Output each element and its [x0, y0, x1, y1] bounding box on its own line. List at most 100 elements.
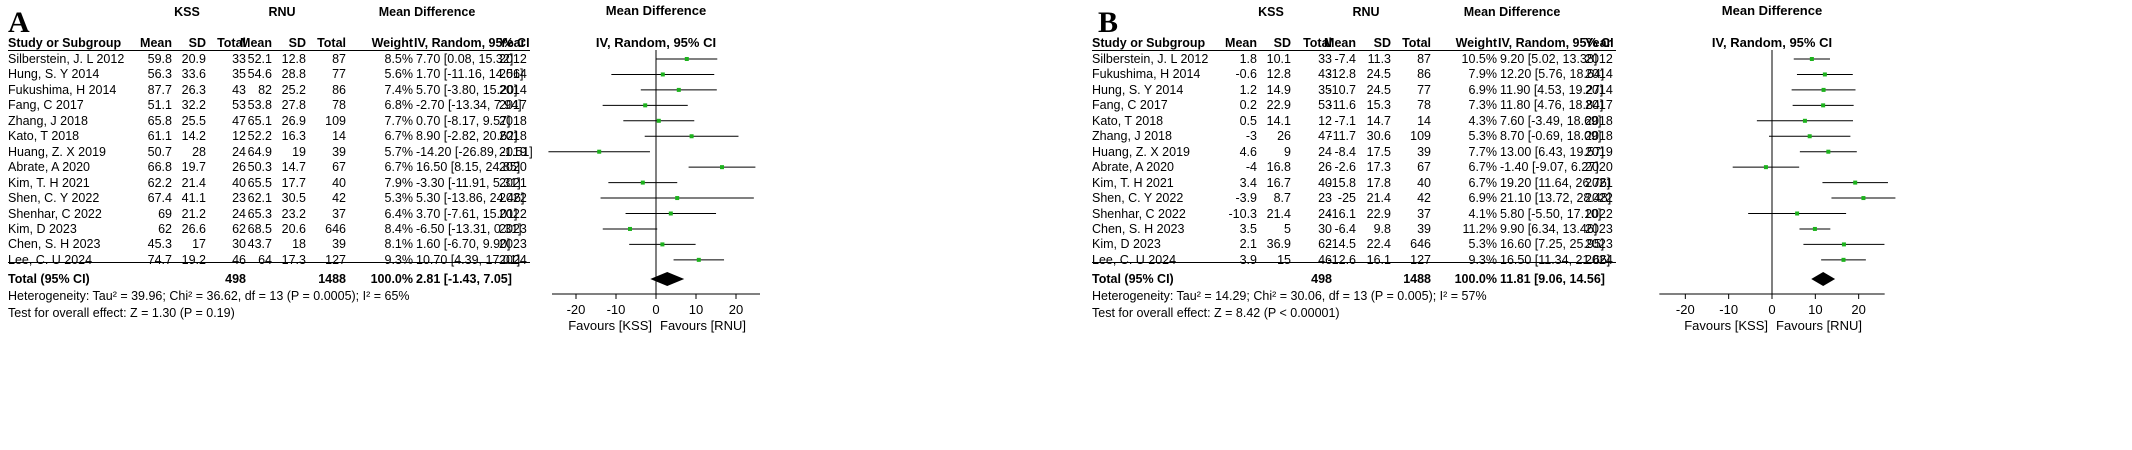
year-column-header: Year — [1585, 36, 1612, 50]
study-name: Huang, Z. X 2019 — [8, 144, 106, 159]
study-weight: 7.7% — [384, 113, 414, 128]
study-ci: 16.60 [7.25, 25.95] — [1500, 237, 1605, 252]
study-weight: 5.3% — [1468, 129, 1498, 144]
study-weight: 6.7% — [1468, 175, 1498, 190]
study-ci: -14.20 [-26.89, -1.51] — [416, 144, 533, 159]
group1-total: 46 — [1318, 252, 1332, 267]
study-point — [1822, 72, 1827, 77]
group1-mean: 62.2 — [147, 175, 172, 190]
group2-total: 37 — [1417, 206, 1431, 221]
group1-sd: 9 — [1284, 144, 1291, 159]
study-weight: 6.4% — [384, 206, 414, 221]
study-weight: 6.7% — [384, 160, 414, 175]
group2-total: 87 — [1417, 52, 1431, 66]
group1-sd: 14.9 — [1266, 82, 1291, 97]
group2-sd: 28.8 — [281, 67, 306, 82]
weight-column-header: Weight — [371, 36, 413, 50]
study-weight: 7.4% — [384, 82, 414, 97]
study-point — [1861, 196, 1866, 201]
mean-difference-header: Mean Difference — [1463, 5, 1561, 19]
group1-total: 53 — [1318, 98, 1332, 113]
group2-mean: 43.7 — [247, 237, 272, 252]
group1-total: 40 — [232, 175, 246, 190]
total-group1-n: 498 — [225, 272, 246, 286]
group2-total: 78 — [332, 98, 346, 113]
study-year: 2023 — [499, 221, 527, 236]
forest-plot-panel-a: A KSS RNU Mean Difference Study or Subgroup… — [8, 3, 760, 333]
group2-sd: 25.2 — [281, 82, 306, 97]
study-weight: 6.9% — [1468, 191, 1498, 206]
favours-left-label: Favours [KSS] — [568, 318, 652, 333]
study-point — [1812, 226, 1817, 231]
study-name: Kim, D 2023 — [8, 221, 77, 236]
pooled-estimate-diamond — [650, 272, 685, 286]
group2-total: 14 — [332, 129, 346, 144]
study-ci: -6.50 [-13.31, 0.31] — [416, 221, 522, 236]
group2-mean: 54.6 — [247, 67, 272, 82]
group1-sd: 33.6 — [181, 67, 206, 82]
study-ci: 16.50 [8.15, 24.85] — [416, 160, 521, 175]
group2-mean: -14.5 — [1327, 237, 1357, 252]
group1-total: 47 — [1318, 129, 1332, 144]
study-year: 2021 — [499, 175, 527, 190]
group2-sd: 15.3 — [1366, 98, 1391, 113]
study-point — [675, 196, 680, 201]
total2-column-header: Total — [1402, 36, 1431, 50]
group2-sd: 26.9 — [281, 113, 306, 128]
group1-mean: 74.7 — [147, 252, 172, 267]
group1-mean: 4.6 — [1239, 144, 1257, 159]
study-year: 2018 — [1585, 129, 1613, 144]
study-weight: 5.6% — [384, 67, 414, 82]
group1-sd: 16.7 — [1266, 175, 1291, 190]
group2-mean: 65.3 — [247, 206, 272, 221]
group1-sd: 26.3 — [181, 82, 206, 97]
group2-mean: -10.7 — [1327, 82, 1357, 97]
study-weight: 7.3% — [1468, 98, 1498, 113]
plot-header-method: IV, Random, 95% CI — [1712, 35, 1832, 50]
group1-mean: 3.4 — [1239, 175, 1257, 190]
group2-mean: 62.1 — [247, 191, 272, 206]
group1-sd: 21.4 — [1266, 206, 1291, 221]
study-ci: -1.40 [-9.07, 6.27] — [1500, 160, 1599, 175]
group1-sd: 21.4 — [181, 175, 206, 190]
group2-sd: 17.3 — [1366, 160, 1391, 175]
study-name: Abrate, A 2020 — [8, 160, 91, 175]
study-ci: 5.70 [-3.80, 15.20] — [416, 82, 518, 97]
sd2-column-header: SD — [288, 36, 306, 50]
x-tick-label: 0 — [1768, 302, 1775, 317]
study-ci: 3.70 [-7.61, 15.01] — [416, 206, 518, 221]
group2-mean: -25 — [1337, 191, 1356, 206]
table-rule — [8, 262, 530, 263]
group1-total: 43 — [232, 82, 246, 97]
study-name: Silberstein, J. L 2012 — [8, 52, 125, 66]
forest-plot: Mean Difference IV, Random, 95% CI -20 -10 0… — [548, 3, 760, 333]
group1-sd: 25.5 — [181, 113, 206, 128]
group2-total: 67 — [332, 160, 346, 175]
group1-header: KSS — [1258, 5, 1284, 19]
study-point — [1841, 257, 1846, 262]
study-name: Kim, T. H 2021 — [1092, 175, 1174, 190]
group1-mean: 59.8 — [147, 52, 172, 66]
study-name: Kim, D 2023 — [1092, 237, 1161, 252]
total-ci: 2.81 [-1.43, 7.05] — [416, 272, 512, 286]
x-tick-label: 0 — [652, 302, 659, 317]
group1-total: 30 — [232, 237, 246, 252]
group1-sd: 26 — [1277, 129, 1291, 144]
study-weight: 10.5% — [1461, 52, 1497, 66]
total-group2-n: 1488 — [318, 272, 346, 286]
group1-total: 43 — [1318, 67, 1332, 82]
study-name: Fukushima, H 2014 — [8, 82, 117, 97]
total-group2-n: 1488 — [1403, 272, 1431, 286]
study-weight: 9.3% — [384, 252, 414, 267]
group1-mean: 2.1 — [1239, 237, 1257, 252]
plot-header-title: Mean Difference — [606, 3, 706, 18]
x-tick-label: -20 — [567, 302, 586, 317]
group1-sd: 15 — [1277, 252, 1291, 267]
group2-mean: -7.4 — [1334, 52, 1356, 66]
x-tick-label: 10 — [1808, 302, 1822, 317]
group2-total: 40 — [332, 175, 346, 190]
group2-mean: -2.6 — [1334, 160, 1356, 175]
group1-mean: -3 — [1245, 129, 1257, 144]
study-ci: 5.80 [-5.50, 17.10] — [1500, 206, 1602, 221]
study-year: 2017 — [1585, 98, 1613, 113]
